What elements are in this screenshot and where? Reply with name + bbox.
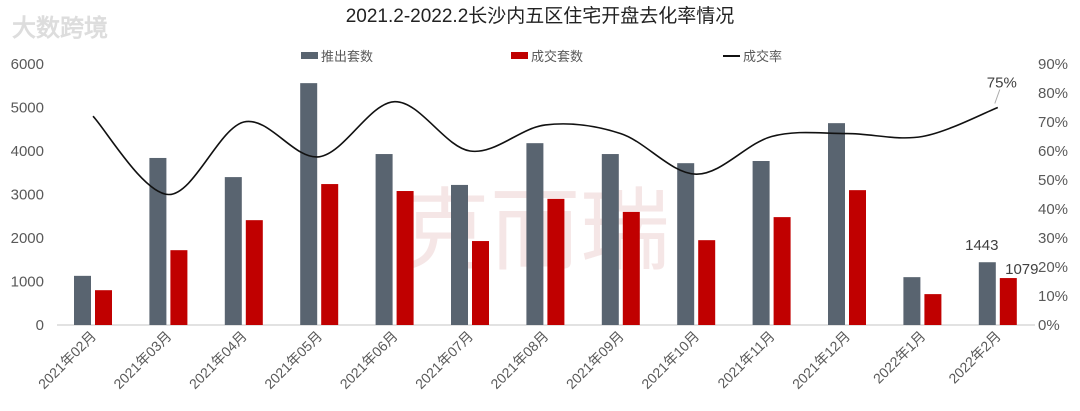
bar-sold bbox=[396, 191, 414, 325]
left-tick-label: 3000 bbox=[11, 187, 44, 204]
bar-supply bbox=[677, 163, 695, 325]
right-tick-label: 70% bbox=[1038, 114, 1068, 131]
bar-sold bbox=[849, 190, 866, 325]
bar-sold bbox=[924, 294, 942, 325]
right-tick-label: 30% bbox=[1038, 230, 1068, 247]
bar-sold bbox=[999, 278, 1017, 325]
bar-supply bbox=[978, 262, 996, 325]
chart-title: 2021.2-2022.2长沙内五区住宅开盘去化率情况 bbox=[346, 5, 735, 27]
right-tick-label: 20% bbox=[1038, 259, 1068, 276]
right-tick-label: 90% bbox=[1038, 56, 1068, 73]
data-label-rate-last: 75% bbox=[987, 75, 1017, 92]
left-tick-label: 5000 bbox=[11, 100, 44, 117]
left-tick-label: 1000 bbox=[11, 274, 44, 291]
bar-sold bbox=[622, 211, 640, 325]
bar-sold bbox=[472, 241, 489, 325]
x-tick-label: 2021年11月 bbox=[714, 328, 777, 391]
bar-supply bbox=[828, 123, 845, 325]
bar-supply bbox=[149, 157, 167, 325]
bar-sold bbox=[245, 220, 263, 325]
bar-supply bbox=[526, 143, 544, 325]
legend: 推出套数 成交套数 成交率 bbox=[301, 49, 782, 64]
x-tick-label: 2021年04月 bbox=[186, 328, 250, 392]
x-tick-label: 2021年05月 bbox=[261, 328, 325, 392]
bar-sold bbox=[95, 290, 112, 325]
legend-swatch-grey bbox=[301, 52, 318, 59]
bar-supply bbox=[601, 154, 619, 325]
data-label-leader bbox=[994, 89, 1001, 104]
left-tick-label: 6000 bbox=[11, 56, 44, 73]
right-tick-label: 80% bbox=[1038, 85, 1068, 102]
right-tick-label: 0% bbox=[1038, 317, 1060, 334]
x-tick-label: 2021年02月 bbox=[35, 328, 99, 392]
left-tick-label: 0 bbox=[36, 317, 44, 334]
left-tick-label: 2000 bbox=[11, 230, 44, 247]
right-tick-label: 10% bbox=[1038, 288, 1068, 305]
x-tick-label: 2021年03月 bbox=[110, 328, 174, 392]
x-tick-label: 2022年1月 bbox=[870, 328, 929, 387]
legend-label-rate: 成交率 bbox=[743, 49, 782, 64]
x-tick-label: 2021年07月 bbox=[412, 328, 476, 392]
data-label-supply-last: 1443 bbox=[965, 237, 998, 254]
bar-supply bbox=[752, 161, 770, 325]
x-tick-label: 2021年09月 bbox=[563, 328, 627, 392]
bar-sold bbox=[773, 217, 791, 325]
legend-label-supply: 推出套数 bbox=[321, 49, 373, 64]
bar-sold bbox=[321, 184, 339, 325]
bar-supply bbox=[451, 184, 468, 325]
left-tick-label: 4000 bbox=[11, 143, 44, 160]
bar-supply bbox=[74, 275, 91, 325]
right-tick-label: 50% bbox=[1038, 172, 1068, 189]
bar-sold bbox=[547, 198, 565, 325]
x-tick-label: 2021年06月 bbox=[337, 328, 401, 392]
bar-supply bbox=[224, 177, 242, 325]
bar-supply bbox=[300, 83, 318, 325]
right-tick-label: 60% bbox=[1038, 143, 1068, 160]
data-label-sold-last: 1079 bbox=[1005, 261, 1038, 278]
legend-label-sold: 成交套数 bbox=[531, 49, 583, 64]
bar-sold bbox=[170, 250, 188, 325]
legend-swatch-red bbox=[511, 52, 528, 59]
bar-supply bbox=[903, 277, 921, 325]
x-tick-label: 2021年12月 bbox=[789, 328, 853, 392]
x-tick-label: 2021年08月 bbox=[487, 328, 551, 392]
bar-supply bbox=[375, 154, 393, 325]
x-tick-label: 2022年2月 bbox=[945, 328, 1004, 387]
x-tick-label: 2021年10月 bbox=[638, 328, 702, 392]
watermark-corner: 大数跨境 bbox=[12, 14, 108, 42]
right-tick-label: 40% bbox=[1038, 201, 1068, 218]
rate-line bbox=[92, 100, 999, 196]
bar-sold bbox=[698, 240, 716, 325]
